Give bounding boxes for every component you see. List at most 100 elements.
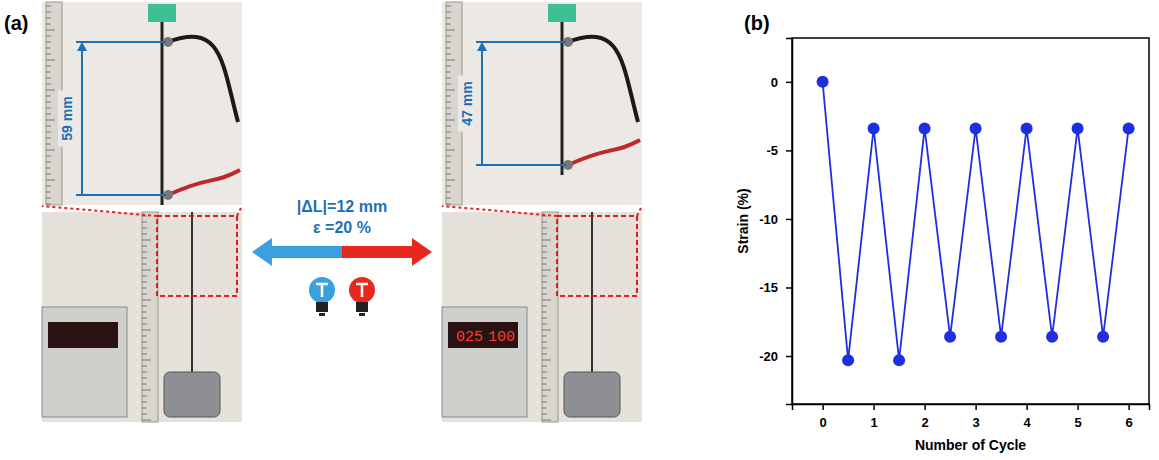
tick-label: 2: [921, 415, 928, 430]
ruler-tick: [46, 192, 51, 193]
ruler-tick: [542, 222, 547, 223]
ruler-tick: [46, 174, 51, 175]
bulb-t: [316, 284, 328, 297]
bulb: [309, 277, 335, 303]
ruler-tick: [446, 42, 451, 43]
bulb-t: [356, 284, 368, 297]
annotation: |ΔL|=12 mm: [297, 198, 387, 215]
zoom-box: [157, 216, 237, 296]
tick-mark: [1077, 404, 1079, 410]
ruler-tick: [142, 408, 147, 409]
ruler-tick: [446, 12, 451, 13]
x-tick: 3: [972, 404, 979, 430]
transition-arrow: |ΔL|=12 mmε =20 %: [252, 198, 432, 316]
ruler: [142, 212, 158, 422]
photo-frame: [442, 212, 642, 422]
data-point: [1046, 331, 1058, 343]
ruler-tick: [542, 420, 551, 421]
ruler-tick: [46, 126, 51, 127]
ruler-tick: [542, 306, 547, 307]
ruler-tick: [46, 150, 55, 151]
ruler-tick: [446, 174, 451, 175]
ruler-tick: [446, 156, 451, 157]
length-label: 47 mm: [459, 81, 475, 125]
ruler-tick: [542, 336, 547, 337]
data-point: [944, 331, 956, 343]
cable-red: [168, 170, 240, 195]
actuator-wire: [161, 22, 164, 205]
measure-bottom: [476, 164, 566, 166]
ruler-tick: [542, 240, 551, 241]
ruler-tick: [46, 162, 51, 163]
ruler-tick: [142, 294, 147, 295]
ruler-tick: [46, 6, 51, 7]
x-tick: 4: [1023, 404, 1031, 430]
tick-mark: [786, 356, 792, 358]
ruler-tick: [46, 186, 51, 187]
ruler-tick: [142, 348, 147, 349]
ruler-tick: [142, 360, 151, 361]
data-point: [893, 354, 905, 366]
ruler-tick: [142, 264, 147, 265]
ruler-tick: [142, 282, 147, 283]
ruler-tick: [46, 180, 55, 181]
ruler-tick: [142, 354, 147, 355]
ruler-tick: [142, 312, 147, 313]
arrow-head: [77, 42, 87, 51]
tick-label: -15: [759, 280, 778, 295]
label-patch: [458, 76, 474, 132]
bulb: [349, 277, 375, 303]
ruler-tick: [542, 258, 547, 259]
ruler-tick: [46, 78, 51, 79]
photo-frame: [42, 212, 242, 422]
tick-mark: [822, 404, 824, 410]
ruler-tick: [46, 204, 51, 205]
tick-label: 0: [819, 415, 826, 430]
ruler-tick: [142, 288, 147, 289]
setup-photo: [42, 206, 242, 422]
ruler-tick: [446, 90, 455, 91]
tick-mark: [786, 287, 792, 289]
weight: [164, 372, 220, 417]
ruler-tick: [446, 72, 451, 73]
photo-frame: [42, 2, 242, 205]
ruler-tick: [542, 294, 547, 295]
tick-mark: [1026, 404, 1028, 410]
bulb-base: [356, 302, 368, 312]
tick-label: -20: [759, 349, 778, 364]
x-axis-title: Number of Cycle: [915, 437, 1026, 453]
zoom-photo: 59 mm: [42, 2, 242, 205]
photo-frame: [442, 2, 642, 205]
ruler-tick: [446, 48, 451, 49]
cable-red: [568, 140, 640, 165]
ruler-tick: [46, 12, 51, 13]
ruler-tick: [542, 228, 547, 229]
ruler-tick: [446, 132, 451, 133]
ruler-tick: [446, 78, 451, 79]
ruler-tick: [46, 132, 51, 133]
data-line: [823, 82, 1129, 360]
data-point: [868, 122, 880, 134]
arrow-head: [477, 42, 487, 51]
ruler-tick: [142, 270, 151, 271]
power-supply: [42, 307, 127, 417]
y-axis-title: Strain (%): [735, 188, 751, 253]
ruler-tick: [542, 270, 551, 271]
ruler-tick: [142, 228, 147, 229]
ruler-tick: [142, 276, 147, 277]
ruler-tick: [542, 246, 547, 247]
panel-b: (b)01234560-5-10-15-20Number of CycleStr…: [735, 12, 1150, 453]
ruler-tick: [142, 240, 151, 241]
display: [448, 322, 518, 348]
wire: [191, 212, 193, 372]
ruler-tick: [46, 24, 51, 25]
ruler-tick: [446, 150, 455, 151]
ruler-tick: [446, 192, 451, 193]
ruler-tick: [446, 102, 451, 103]
arrow-red: [342, 238, 432, 266]
ruler-tick: [446, 144, 451, 145]
ruler-tick: [142, 336, 147, 337]
ruler-tick: [446, 114, 451, 115]
ruler-tick: [142, 402, 147, 403]
tick-mark: [975, 404, 977, 410]
